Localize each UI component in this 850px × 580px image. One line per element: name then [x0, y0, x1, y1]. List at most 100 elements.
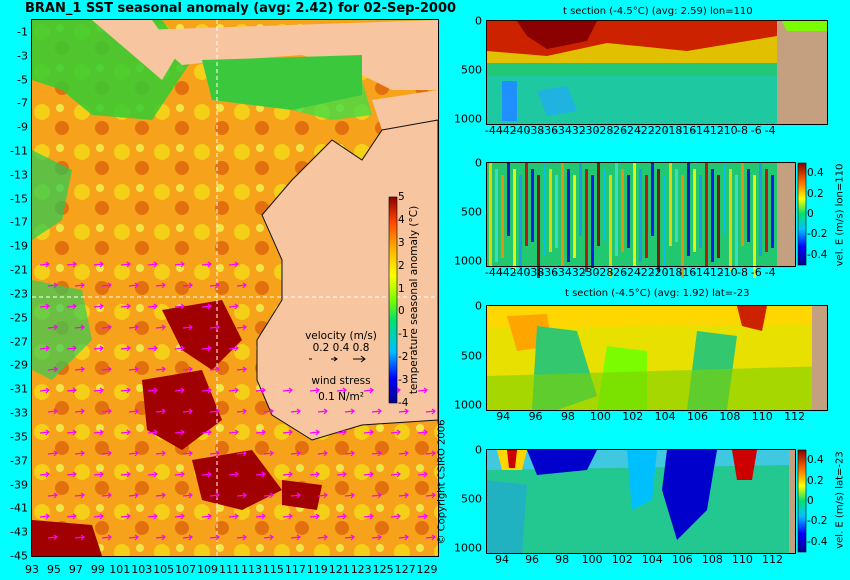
vel-colorbar-tick: 0.2 [807, 474, 824, 487]
panel-3-frame [486, 305, 828, 411]
lon-tick-label: 103 [131, 563, 153, 576]
lon-tick-label: 121 [328, 563, 350, 576]
panel-2-x-tick: -16 [678, 266, 697, 279]
panel-3-x-tick: 102 [622, 410, 644, 423]
velocity-legend-arrows [309, 355, 366, 363]
lat-tick-label: -21 [10, 263, 28, 277]
lon-tick-label: 109 [197, 563, 219, 576]
map-colorbar-tick: -1 [398, 328, 409, 341]
panel-4-x-tick: 96 [525, 553, 540, 566]
panel-2-colorbar [797, 162, 807, 266]
panel-1-y-tick: 0 [475, 14, 482, 28]
panel-2-x-tick: -22 [636, 266, 655, 279]
panel-2-x-tick: -36 [540, 266, 559, 279]
panel-3-y-tick: 0 [475, 299, 482, 313]
wind-legend-value: 0.1 N/m² [318, 391, 364, 403]
panel-3-x-tick: 110 [751, 410, 773, 423]
panel-3-x-tick: 112 [784, 410, 806, 423]
panel-2-x-tick: -18 [664, 266, 683, 279]
panel-4-x-tick: 106 [671, 553, 693, 566]
panel-1-x-tick: -4 [764, 124, 776, 137]
lon-tick-label: 93 [25, 563, 39, 576]
map-colorbar-tick: 2 [398, 259, 405, 272]
panel-3-x-tick: 94 [496, 410, 511, 423]
lon-tick-label: 105 [153, 563, 175, 576]
panel-1-x-tick: -8 [736, 124, 748, 137]
sst-anomaly-map [32, 20, 439, 556]
lat-tick-label: -11 [10, 144, 28, 158]
panel-2-x-tick: -6 [750, 266, 762, 279]
panel-1-x-tick: -20 [650, 124, 669, 137]
panel-1-x-tick: -28 [595, 124, 614, 137]
lat-tick-label: -5 [17, 73, 28, 87]
panel-3-x-tick: 104 [654, 410, 676, 423]
copyright-text: © Copyright CSIRO 2006 [436, 419, 448, 545]
panel-1-x-tick: -34 [553, 124, 572, 137]
lat-tick-label: -31 [10, 382, 28, 396]
panel-1-x-tick: -22 [636, 124, 655, 137]
vel-colorbar-tick: 0.4 [807, 454, 824, 467]
map-colorbar-tick: 1 [398, 282, 405, 295]
map-colorbar-tick: 0 [398, 305, 405, 318]
panel-4-frame [486, 449, 796, 554]
panel-1-y-tick: 500 [461, 63, 482, 77]
panel-2-x-tick: -20 [650, 266, 669, 279]
panel-2-x-tick: -40 [512, 266, 531, 279]
lat-tick-label: -27 [10, 335, 28, 349]
panel-4-y-tick: 1000 [454, 541, 482, 555]
panel-1-x-tick: -26 [609, 124, 628, 137]
panel-3-y-tick: 500 [461, 349, 482, 363]
panel-4-x-tick: 110 [731, 553, 753, 566]
vel-colorbar-tick: 0.2 [807, 187, 824, 200]
panel-2-y-tick: 1000 [454, 254, 482, 268]
map-colorbar-tick: -3 [398, 374, 409, 387]
map-colorbar-tick: -2 [398, 351, 409, 364]
panel-2-x-tick: -24 [623, 266, 641, 279]
panel-3-x-tick: 100 [589, 410, 611, 423]
lat-tick-label: -9 [17, 120, 28, 134]
lon-tick-label: 101 [109, 563, 131, 576]
map-colorbar-tick: -4 [398, 397, 409, 409]
panel-4-y-tick: 0 [475, 443, 482, 457]
panel-1-x-tick: -6 [750, 124, 762, 137]
panel-2-y-tick: 0 [475, 156, 482, 170]
panel-2-colorbar-label: vel. E (m/s) lon=110 [834, 163, 846, 267]
lat-tick-label: -25 [10, 311, 28, 325]
panel-1-x-tick: -32 [567, 124, 586, 137]
panel-4-y-tick: 500 [461, 492, 482, 506]
panel-1-x-tick: -10 [719, 124, 738, 137]
lon-tick-label: 111 [219, 563, 240, 576]
lat-tick-label: -7 [17, 96, 28, 110]
lon-tick-label: 127 [394, 563, 416, 576]
panel-1-x-tick: -42 [498, 124, 517, 137]
lat-tick-label: -19 [10, 239, 28, 253]
vel-section-lon110 [487, 163, 795, 278]
t-section-lon110 [487, 21, 827, 124]
lat-tick-label: -39 [10, 478, 28, 492]
lat-tick-label: -29 [10, 358, 28, 372]
panel-3-x-tick: 96 [528, 410, 543, 423]
panel-4-x-tick: 94 [495, 553, 510, 566]
panel-2-x-tick: -28 [595, 266, 614, 279]
panel-4-x-tick: 104 [641, 553, 663, 566]
panel-3-x-tick: 98 [560, 410, 575, 423]
lon-tick-label: 117 [284, 563, 306, 576]
lat-tick-label: -3 [17, 49, 28, 63]
panel-1-x-tick: -44 [484, 124, 503, 137]
panel-2-x-tick: -34 [553, 266, 572, 279]
panel-1-x-tick: -40 [512, 124, 531, 137]
lon-tick-label: 125 [372, 563, 394, 576]
panel-4-x-tick: 100 [581, 553, 603, 566]
vel-colorbar-tick: 0 [807, 208, 814, 220]
map-colorbar-tick: 3 [398, 236, 405, 249]
panel-3-title: t section (-4.5°C) (avg: 1.92) lat=-23 [565, 288, 750, 299]
lat-tick-label: -45 [10, 549, 28, 563]
lat-tick-label: -35 [10, 430, 28, 444]
panel-2-y-tick: 500 [461, 205, 482, 219]
lat-tick-label: -23 [10, 287, 28, 301]
lat-tick-label: -17 [10, 215, 28, 229]
panel-2-frame [486, 162, 796, 267]
map-title: BRAN_1 SST seasonal anomaly (avg: 2.42) … [25, 1, 457, 16]
velocity-legend-values: 0.2 0.4 0.8 [312, 342, 370, 354]
vel-colorbar-tick: 0.4 [807, 167, 824, 180]
